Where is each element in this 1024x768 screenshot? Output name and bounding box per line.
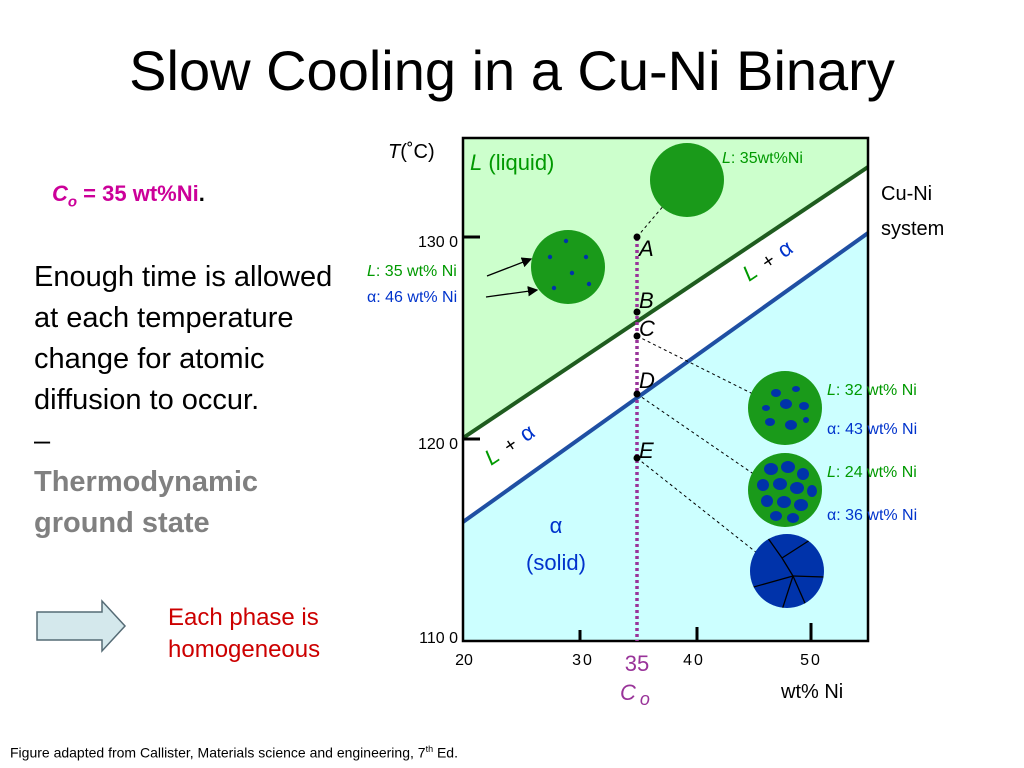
y-tick-label-1200: 120 0 [418,436,458,453]
y-axis-label: T(˚C) [388,141,435,163]
microstructure-liquid [650,143,724,217]
point-b-label: B [639,288,654,313]
liquid-region-label: L (liquid) [470,150,554,175]
point-d-label: D [639,368,655,393]
liquid-region [463,138,868,438]
x-axis-label: wt% Ni [780,681,843,703]
alpha-grains-large [757,461,817,523]
solid-region-label: (solid) [526,550,586,575]
figure-caption: Figure adapted from Callister, Materials… [10,744,458,761]
y-tick-label-1300: 130 0 [418,234,458,251]
annotation-liquid-comp: L: 35wt%Ni [722,150,803,167]
annotation-b-alpha: α: 46 wt% Ni [367,289,457,306]
two-phase-region [463,167,868,522]
plot-frame [461,136,870,643]
co-value-label: 35 [625,651,649,676]
annotation-d-alpha: α: 43 wt% Ni [827,421,917,438]
annotation-e-alpha: α: 36 wt% Ni [827,507,917,524]
system-label-1: Cu-Ni [881,183,932,205]
alpha-nuclei [547,238,592,291]
solidus-line [463,231,868,524]
annotation-b-liquid: L: 35 wt% Ni [367,263,457,280]
homogeneous-note: Each phase is homogeneous [168,604,321,663]
x-tick-label-20: 20 [455,652,473,669]
explanation-text: Enough time is allowed at each temperatu… [34,257,334,544]
right-arrow-icon [36,599,127,653]
liquidus-line [463,165,868,440]
leader-lines [636,203,758,554]
annotation-arrow-liquid [486,257,533,277]
point-c-label: C [639,316,655,341]
slide-title: Slow Cooling in a Cu-Ni Binary [129,39,895,102]
emphasis-line-2: ground state [34,507,210,539]
explanation-dash: – [34,425,51,457]
system-label-2: system [881,218,944,240]
point-a-label: A [637,236,654,261]
point-e-label: E [639,438,654,463]
microstructure-e [748,453,822,527]
annotation-arrow-alpha [485,286,539,298]
x-tick-label-30: 30 [572,652,594,669]
annotation-e-liquid: L: 24 wt% Ni [827,464,917,481]
microstructure-d [748,371,822,445]
microstructure-b [531,230,605,304]
emphasis-line-1: Thermodynamic [34,466,258,498]
annotation-d-liquid: L: 32 wt% Ni [827,382,917,399]
composition-label: Co = 35 wt%Ni. [52,181,205,211]
x-tick-label-50: 50 [800,652,822,669]
alpha-grains-small [762,386,809,430]
solid-region-alpha: α [550,513,563,538]
explanation-body: Enough time is allowed at each temperatu… [34,261,333,416]
y-tick-label-1100: 110 0 [419,630,458,647]
point-b-marker [633,308,641,316]
x-tick-label-40: 40 [683,652,705,669]
